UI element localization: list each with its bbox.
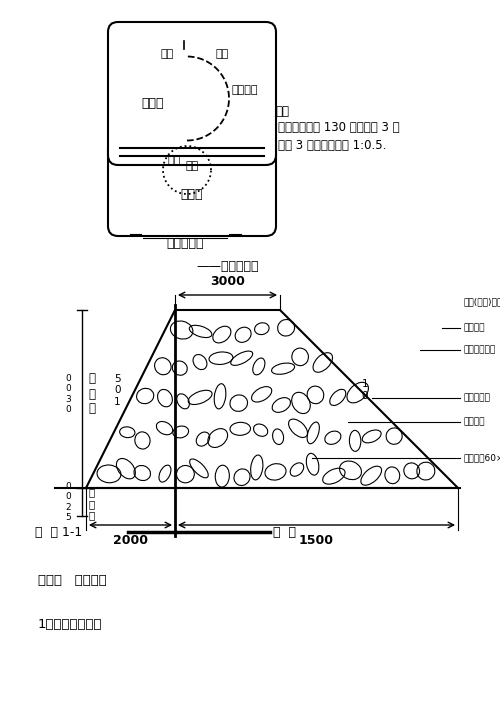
Text: （三）   堰塘清淤: （三） 堰塘清淤 bbox=[38, 573, 107, 587]
FancyBboxPatch shape bbox=[108, 138, 276, 236]
Text: 注：: 注： bbox=[275, 105, 289, 118]
Text: 1、清淤施工方案: 1、清淤施工方案 bbox=[38, 619, 102, 631]
Polygon shape bbox=[86, 310, 458, 488]
Text: 大塘堰: 大塘堰 bbox=[181, 188, 203, 201]
Text: 编织袋一道水: 编织袋一道水 bbox=[464, 346, 496, 354]
Text: 木桩: 木桩 bbox=[186, 161, 198, 171]
Text: 枯枝垫一层: 枯枝垫一层 bbox=[464, 394, 491, 402]
Text: 3000: 3000 bbox=[210, 275, 245, 288]
Text: 木桩: 木桩 bbox=[216, 49, 228, 59]
Text: 粘土斜墙: 粘土斜墙 bbox=[464, 324, 485, 332]
Text: 围堰: 围堰 bbox=[168, 155, 180, 165]
Text: 清淤范围: 清淤范围 bbox=[231, 86, 258, 95]
Text: 围堰: 围堰 bbox=[160, 49, 173, 59]
Text: 围堰长度暂定 130 米，顶宽 3 米: 围堰长度暂定 130 米，顶宽 3 米 bbox=[278, 121, 400, 134]
Text: 1500: 1500 bbox=[299, 534, 334, 547]
Text: 剖  面: 剖 面 bbox=[273, 525, 296, 539]
Text: 土石(毛石)护坡: 土石(毛石)护坡 bbox=[464, 298, 500, 307]
Text: 彩排水沟: 彩排水沟 bbox=[464, 418, 485, 426]
Text: 高度 3 米，两边坡度 1:0.5.: 高度 3 米，两边坡度 1:0.5. bbox=[278, 139, 386, 152]
Text: 背
水
面: 背 水 面 bbox=[88, 373, 96, 416]
Text: 草
土
入: 草 土 入 bbox=[89, 487, 95, 520]
Text: 清水堰: 清水堰 bbox=[142, 97, 164, 110]
Text: 1
0: 1 0 bbox=[362, 379, 368, 401]
Text: ——围堰平面图: ——围堰平面图 bbox=[196, 260, 259, 274]
Text: 0
0
3
0: 0 0 3 0 bbox=[65, 374, 71, 414]
Text: 围堰平面图: 围堰平面图 bbox=[166, 237, 204, 250]
Text: 2000: 2000 bbox=[113, 534, 148, 547]
Text: 沟槽（宽60×70cm）: 沟槽（宽60×70cm） bbox=[464, 453, 500, 462]
FancyBboxPatch shape bbox=[108, 22, 276, 165]
Text: 5
0
1: 5 0 1 bbox=[114, 373, 120, 407]
Text: 图  坝 1-1: 图 坝 1-1 bbox=[35, 525, 82, 539]
Text: 0
0
2
5: 0 0 2 5 bbox=[65, 482, 71, 522]
